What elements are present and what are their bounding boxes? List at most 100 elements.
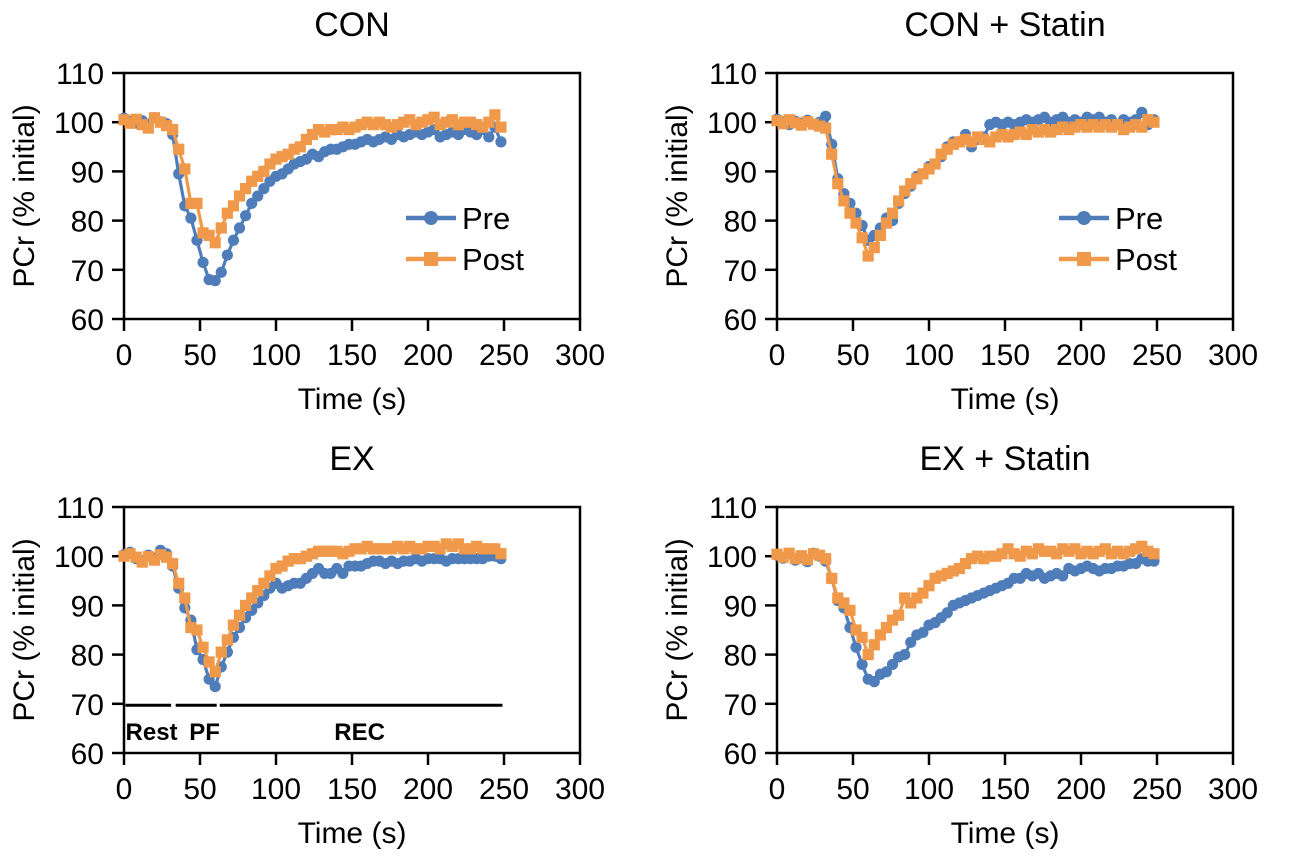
marker-square — [404, 540, 416, 552]
legend: Pre Post — [406, 201, 524, 277]
marker-square — [935, 570, 947, 582]
marker-square — [349, 543, 361, 555]
marker-square — [990, 131, 1002, 143]
marker-square — [191, 624, 203, 636]
marker-square — [288, 143, 300, 155]
marker-square — [789, 553, 801, 565]
marker-square — [118, 114, 130, 126]
phase-annotation: Rest PF REC — [125, 703, 503, 746]
series-post — [118, 109, 507, 249]
marker-circle — [483, 131, 495, 143]
marker-square — [294, 141, 306, 153]
marker-square — [844, 604, 856, 616]
marker-circle — [221, 249, 233, 261]
marker-circle — [227, 234, 240, 246]
marker-square — [972, 131, 984, 143]
y-axis-title: PCr (% initial) — [8, 538, 41, 721]
marker-square — [197, 227, 209, 239]
marker-square — [905, 597, 917, 609]
marker-square — [953, 562, 965, 575]
marker-circle — [209, 275, 221, 287]
marker-square — [771, 548, 783, 560]
x-tick-label: 150 — [980, 339, 1030, 372]
marker-square — [361, 116, 373, 128]
marker-square — [373, 116, 385, 128]
marker-square — [1124, 545, 1136, 557]
marker-square — [495, 121, 507, 133]
marker-square — [1148, 116, 1160, 128]
marker-square — [264, 158, 276, 170]
legend-marker-circle — [424, 211, 438, 225]
y-tick-label: 100 — [707, 541, 757, 574]
marker-square — [1008, 548, 1020, 560]
x-tick-label: 300 — [1208, 773, 1258, 806]
marker-circle — [233, 222, 246, 234]
marker-square — [282, 555, 294, 567]
marker-square — [1111, 119, 1124, 131]
marker-square — [434, 119, 446, 131]
marker-square — [1081, 545, 1093, 557]
marker-square — [185, 621, 197, 634]
phase-label-rec: REC — [334, 719, 385, 746]
y-tick-label: 80 — [724, 206, 757, 239]
marker-square — [191, 197, 203, 209]
marker-square — [276, 560, 288, 572]
marker-square — [783, 547, 795, 559]
marker-square — [118, 550, 130, 562]
marker-square — [1026, 548, 1038, 560]
marker-square — [929, 158, 941, 170]
marker-square — [312, 545, 325, 557]
marker-square — [385, 121, 398, 133]
marker-square — [947, 565, 959, 577]
marker-square — [209, 666, 221, 678]
marker-square — [801, 554, 813, 566]
marker-square — [1117, 548, 1130, 560]
legend-label: Pre — [1115, 201, 1163, 236]
y-tick-label: 70 — [724, 689, 757, 722]
marker-square — [246, 592, 258, 604]
marker-square — [233, 609, 246, 621]
y-axis-title: PCr (% initial) — [661, 104, 694, 287]
series-post — [771, 114, 1160, 262]
marker-square — [917, 168, 929, 180]
marker-square — [252, 585, 264, 597]
marker-square — [203, 656, 215, 668]
marker-square — [240, 599, 252, 611]
marker-square — [820, 122, 832, 134]
marker-square — [850, 217, 862, 229]
x-tick-label: 250 — [479, 339, 529, 372]
marker-square — [1111, 545, 1124, 557]
x-axis-title: Time (s) — [951, 817, 1060, 850]
marker-square — [148, 554, 160, 566]
marker-square — [911, 173, 923, 185]
marker-circle — [917, 626, 929, 639]
marker-square — [337, 548, 349, 560]
y-tick-label: 80 — [71, 640, 104, 673]
marker-square — [1008, 128, 1020, 141]
marker-square — [167, 123, 179, 136]
panel-con: CON 60 70 80 90 100 110 0 50 100 150 200 250 300 Time… — [0, 0, 653, 434]
marker-square — [464, 543, 477, 555]
x-tick-label: 50 — [183, 339, 216, 372]
marker-square — [838, 195, 850, 207]
marker-square — [130, 113, 142, 125]
y-tick-label: 60 — [724, 304, 757, 337]
marker-square — [1063, 545, 1075, 557]
marker-square — [899, 185, 911, 197]
chart-title-ex-statin: EX + Statin — [919, 440, 1091, 478]
marker-square — [306, 548, 319, 560]
marker-square — [428, 111, 440, 123]
marker-square — [361, 540, 373, 552]
marker-square — [173, 577, 185, 589]
marker-square — [136, 556, 148, 568]
x-tick-label: 100 — [904, 339, 954, 372]
series-post — [771, 540, 1160, 661]
x-tick-label: 150 — [327, 773, 377, 806]
legend: Pre Post — [1059, 201, 1177, 277]
marker-square — [1063, 123, 1075, 136]
marker-square — [959, 133, 972, 146]
y-tick-label: 110 — [56, 492, 104, 525]
marker-square — [789, 117, 801, 129]
marker-square — [893, 609, 905, 621]
